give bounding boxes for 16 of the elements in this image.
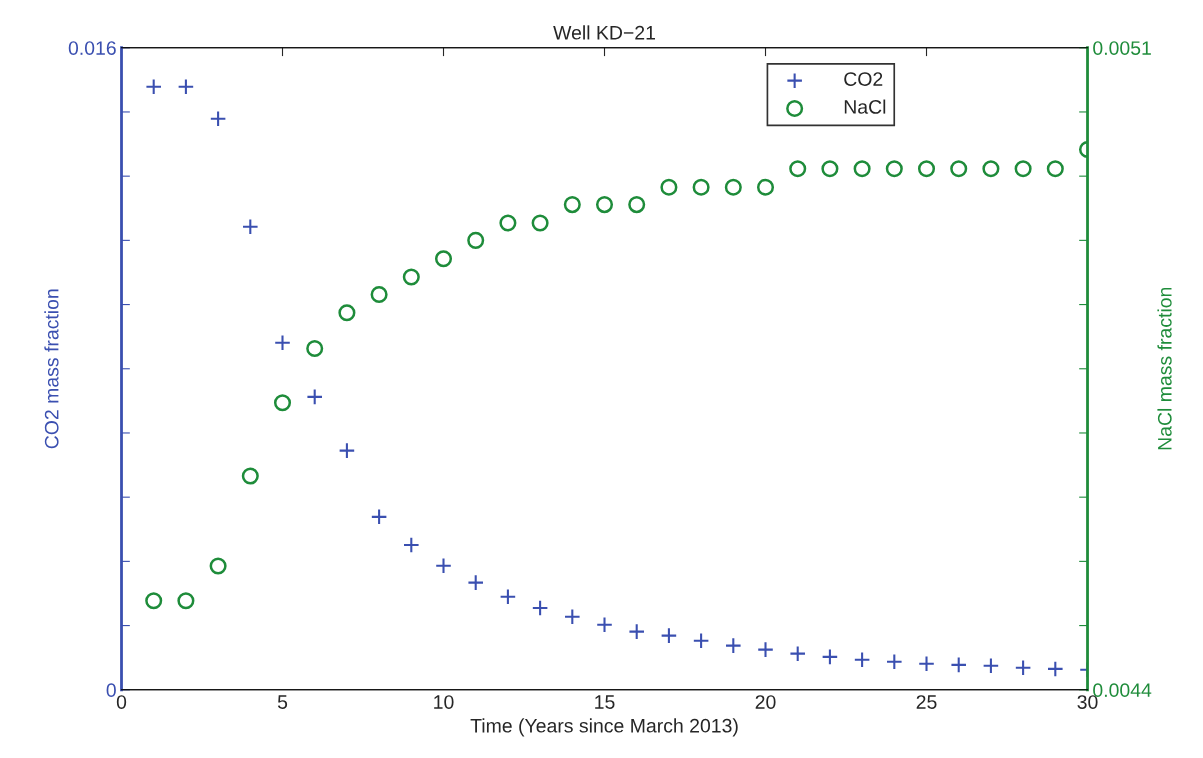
y-tick-label: 0.016 [68,41,116,55]
y2-tick-label: 0.0051 [1093,41,1151,55]
x-tick-label: 20 [755,695,776,709]
x-axis-title: Time (Years since March 2013) [470,718,738,737]
x-tick-label: 15 [595,695,615,709]
x-tick-label: 25 [916,695,937,709]
x-tick-label: 10 [434,695,454,709]
chart-title: Well KD−21 [553,25,655,40]
legend-label: NaCl [844,99,886,114]
x-tick-label: 5 [277,695,288,709]
y2-tick-label: 0.0044 [1093,683,1152,698]
y-axis-title: CO2 mass fraction [44,289,59,449]
x-tick-label: 30 [1077,695,1098,709]
x-tick-label: 0 [116,695,127,709]
y2-axis-title: NaCl mass fraction [1157,287,1172,450]
legend-label: CO2 [844,72,883,86]
